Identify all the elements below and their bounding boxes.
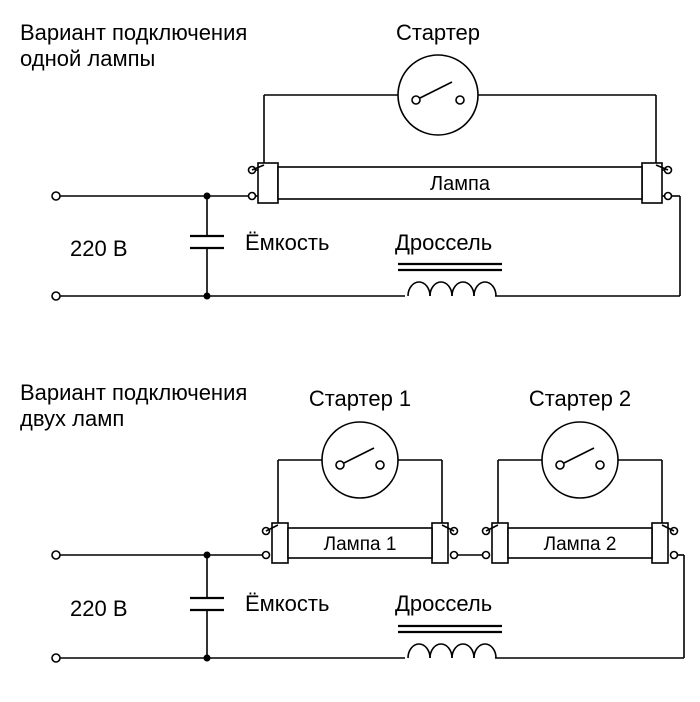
starter1-symbol: [322, 422, 398, 498]
choke-symbol-2: [398, 626, 502, 660]
choke-label-2: Дроссель: [395, 591, 492, 616]
diagram-two-lamps: Вариант подключения двух ламп Стартер 1 …: [20, 380, 684, 662]
title-1-line2: одной лампы: [20, 46, 155, 71]
voltage-label-1: 220 В: [70, 236, 128, 261]
choke-label-1: Дроссель: [395, 230, 492, 255]
lamp2-symbol: Лампа 2: [492, 523, 668, 563]
starter2-label: Стартер 2: [529, 386, 631, 411]
choke-symbol-1: [398, 264, 502, 298]
lamp-label: Лампа: [430, 173, 491, 195]
lamp-symbol: Лампа: [258, 163, 662, 203]
capacitor-label-2: Ёмкость: [245, 591, 329, 616]
capacitor-symbol-2: [190, 555, 224, 662]
capacitor-label-1: Ёмкость: [245, 230, 329, 255]
starter-symbol: [398, 55, 478, 135]
lamp1-symbol: Лампа 1: [272, 523, 448, 563]
capacitor-symbol-1: [190, 196, 224, 300]
title-1-line1: Вариант подключения: [20, 20, 247, 45]
lamp1-label: Лампа 1: [324, 534, 397, 555]
lamp2-label: Лампа 2: [544, 534, 617, 555]
title-2-line1: Вариант подключения: [20, 380, 247, 405]
voltage-label-2: 220 В: [70, 596, 128, 621]
starter-label: Стартер: [396, 20, 480, 45]
diagram-single-lamp: Вариант подключения одной лампы Стартер …: [20, 20, 680, 300]
starter1-label: Стартер 1: [309, 386, 411, 411]
title-2-line2: двух ламп: [20, 406, 124, 431]
starter2-symbol: [542, 422, 618, 498]
